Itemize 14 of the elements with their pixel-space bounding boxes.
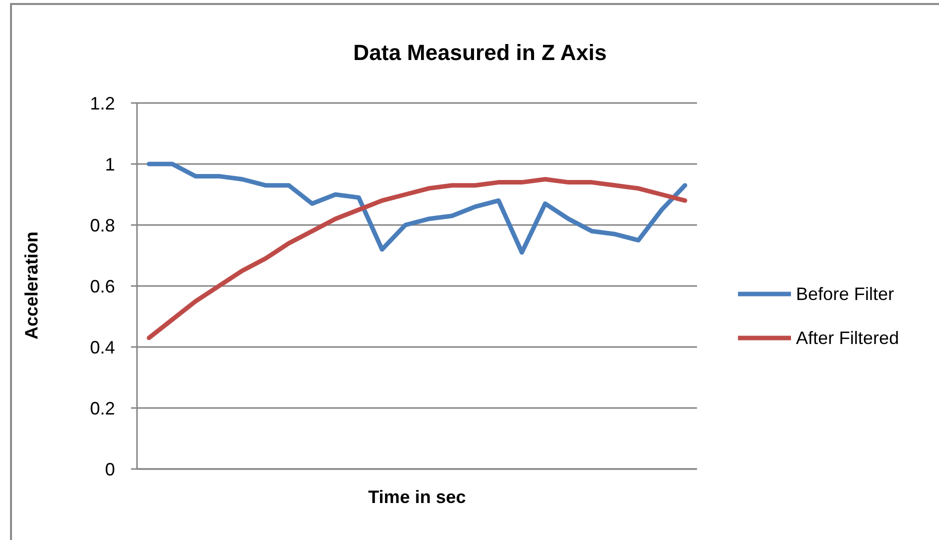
- y-tick-label: 0.4: [90, 337, 115, 358]
- y-tick-label: 0: [104, 459, 115, 480]
- x-axis-title: Time in sec: [367, 487, 467, 508]
- y-axis-title: Acceleration: [22, 230, 42, 342]
- y-tick-label: 1.2: [90, 93, 115, 114]
- line-series: [146, 177, 688, 340]
- y-tick-label: 1: [104, 154, 115, 174]
- line-series: [146, 162, 688, 255]
- y-tick-label: 0.6: [90, 276, 115, 296]
- legend-label: Before Filter: [796, 284, 894, 304]
- chart-title: Data Measured in Z Axis: [352, 40, 608, 66]
- y-tick-label: 0.8: [90, 215, 115, 236]
- legend-label: After Filtered: [796, 328, 900, 348]
- y-tick-label: 0.2: [90, 398, 115, 418]
